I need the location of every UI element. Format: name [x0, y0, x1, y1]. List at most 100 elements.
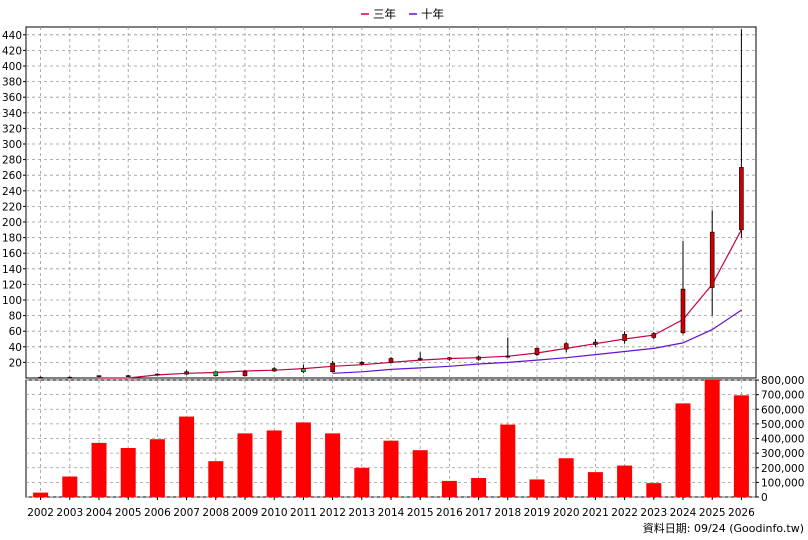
candle-body — [417, 358, 423, 360]
candle-body — [125, 375, 131, 377]
price-tick-label: 100 — [2, 295, 22, 307]
x-tick-label: 2003 — [56, 507, 83, 519]
price-tick-label: 420 — [2, 45, 22, 57]
x-tick-label: 2011 — [290, 507, 317, 519]
volume-bar — [266, 430, 282, 497]
x-tick-label: 2020 — [553, 507, 580, 519]
price-tick-label: 340 — [2, 108, 22, 120]
x-tick-label: 2004 — [86, 507, 113, 519]
price-tick-label: 200 — [2, 217, 22, 229]
x-tick-label: 2008 — [202, 507, 229, 519]
candle-body — [593, 341, 598, 345]
volume-bar — [120, 448, 136, 497]
price-tick-label: 440 — [2, 30, 22, 42]
volume-tick-label: 200,000 — [761, 463, 804, 475]
legend-ten-year-label: 十年 — [421, 7, 444, 21]
volume-bar — [91, 442, 107, 497]
price-tick-label: 360 — [2, 92, 22, 104]
price-tick-label: 160 — [2, 248, 22, 260]
volume-bar — [354, 467, 370, 497]
candle-body — [96, 375, 102, 377]
volume-bar — [149, 439, 165, 497]
volume-bar — [33, 492, 49, 497]
candle-body — [476, 356, 481, 360]
x-tick-label: 2007 — [173, 507, 200, 519]
candle-body — [447, 357, 452, 360]
price-tick-label: 280 — [2, 155, 22, 167]
candle-body — [388, 358, 394, 363]
x-tick-label: 2026 — [728, 507, 755, 519]
price-tick-label: 240 — [2, 186, 22, 198]
volume-tick-label: 100,000 — [761, 477, 804, 489]
price-tick-label: 20 — [9, 357, 22, 369]
candle-body — [184, 371, 189, 375]
volume-tick-label: 0 — [761, 492, 768, 504]
price-panel: 20 40 60 80 100 120 140 160 180 200 220 240 260 280 30… — [2, 26, 757, 379]
x-tick-label: 2015 — [407, 507, 434, 519]
x-tick-label: 2012 — [319, 507, 346, 519]
volume-bar — [179, 416, 195, 497]
volume-bar — [62, 476, 78, 497]
candle-body — [709, 231, 715, 288]
volume-bar — [383, 440, 399, 497]
price-tick-label: 80 — [9, 311, 22, 323]
candle-body — [67, 376, 73, 379]
volume-bar — [500, 424, 516, 497]
volume-bar — [646, 483, 662, 497]
volume-panel: 0 100,000 200,000 300,000 400,000 500,000 600,… — [25, 375, 804, 504]
volume-tick-label: 800,000 — [761, 375, 804, 387]
candle-body — [505, 355, 511, 358]
volume-bar — [325, 433, 341, 497]
price-tick-label: 140 — [2, 264, 22, 276]
x-tick-label: 2009 — [232, 507, 259, 519]
x-tick-label: 2018 — [494, 507, 521, 519]
volume-bar — [471, 477, 487, 497]
candle-body — [330, 362, 335, 373]
price-tick-label: 320 — [2, 123, 22, 135]
candle-body — [359, 362, 365, 365]
x-tick-label: 2002 — [27, 507, 54, 519]
x-tick-label: 2006 — [144, 507, 171, 519]
volume-bar — [441, 480, 457, 497]
legend-three-year-label: 三年 — [373, 7, 396, 21]
x-tick-label: 2024 — [670, 507, 697, 519]
candle-body — [155, 373, 160, 376]
price-tick-label: 40 — [9, 342, 22, 354]
candle-body — [38, 376, 43, 379]
price-tick-label: 220 — [2, 201, 22, 213]
x-tick-label: 2021 — [582, 507, 609, 519]
volume-tick-label: 700,000 — [761, 390, 804, 402]
candle-body — [271, 368, 277, 372]
volume-bar — [295, 422, 311, 497]
volume-bar — [704, 379, 720, 497]
volume-bar — [412, 450, 428, 497]
volume-tick-label: 500,000 — [761, 419, 804, 431]
legend: 三年 十年 — [361, 7, 444, 21]
volume-bar — [587, 472, 603, 497]
x-tick-label: 2014 — [378, 507, 405, 519]
x-tick-label: 2025 — [699, 507, 726, 519]
x-tick-label: 2023 — [640, 507, 667, 519]
x-tick-label: 2005 — [115, 507, 142, 519]
candle-body — [301, 368, 306, 373]
candle-body — [242, 371, 248, 376]
candle-body — [739, 167, 744, 231]
x-tick-label: 2010 — [261, 507, 288, 519]
x-tick-label: 2022 — [611, 507, 638, 519]
price-tick-label: 260 — [2, 170, 22, 182]
volume-bar — [675, 403, 691, 497]
volume-bar — [208, 461, 224, 497]
volume-bar — [558, 458, 574, 497]
volume-bar — [529, 479, 545, 497]
candle-body — [651, 333, 657, 338]
price-tick-label: 380 — [2, 77, 22, 89]
x-tick-label: 2013 — [348, 507, 375, 519]
x-tick-label: 2017 — [465, 507, 492, 519]
volume-tick-label: 300,000 — [761, 448, 804, 460]
candle-body — [622, 334, 627, 341]
x-tick-label: 2016 — [436, 507, 463, 519]
candle-body — [213, 371, 219, 376]
volume-tick-label: 600,000 — [761, 404, 804, 416]
price-tick-label: 60 — [9, 326, 22, 338]
